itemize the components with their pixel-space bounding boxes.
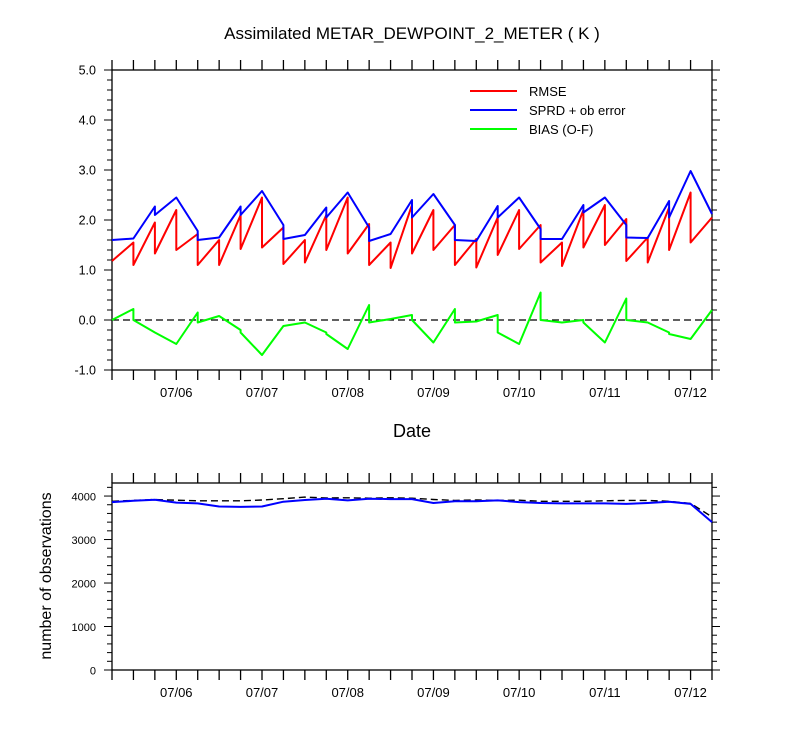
x-tick-label: 07/10 (503, 385, 536, 400)
y-tick-label: 2.0 (79, 214, 96, 228)
y-tick-label: 0.0 (79, 314, 96, 328)
x-tick-label: 07/09 (417, 385, 450, 400)
y-tick-label: 0 (90, 666, 96, 678)
series-line-2 (111, 291, 713, 356)
x-tick-label: 07/08 (331, 685, 364, 700)
top-panel: Assimilated METAR_DEWPOINT_2_METER ( K )… (74, 24, 720, 441)
x-tick-label: 07/07 (246, 685, 279, 700)
x-tick-label: 07/12 (674, 385, 707, 400)
x-axis-label: Date (393, 421, 431, 441)
x-tick-label: 07/08 (331, 385, 364, 400)
y-tick-label: 1000 (72, 622, 96, 634)
x-tick-label: 07/06 (160, 385, 193, 400)
series-line-0 (111, 191, 713, 269)
y-tick-label: 4.0 (79, 114, 96, 128)
y-tick-label: 5.0 (79, 64, 96, 78)
y-tick-label: 3.0 (79, 164, 96, 178)
bottom-panel: number of observations 07/06 07/07 07/08 07… (38, 473, 720, 700)
x-tick-label: 07/11 (589, 685, 621, 700)
y-tick-label: 1.0 (79, 264, 96, 278)
x-tick-label: 07/10 (503, 685, 536, 700)
series-line-1 (111, 170, 713, 242)
x-tick-label: 07/06 (160, 685, 193, 700)
y-tick-label: -1.0 (74, 364, 96, 378)
y-tick-label: 2000 (72, 579, 96, 591)
legend-label: BIAS (O-F) (529, 122, 593, 137)
legend-label: SPRD + ob error (529, 103, 626, 118)
x-tick-label: 07/09 (417, 685, 450, 700)
plot-frame (111, 482, 713, 671)
x-tick-label: 07/12 (674, 685, 707, 700)
y-tick-label: 4000 (72, 492, 96, 504)
legend-label: RMSE (529, 84, 567, 99)
chart-title: Assimilated METAR_DEWPOINT_2_METER ( K ) (224, 24, 600, 43)
x-tick-label: 07/07 (246, 385, 279, 400)
series-line-1 (111, 497, 713, 523)
x-tick-label: 07/11 (589, 385, 621, 400)
y-axis-label: number of observations (38, 492, 55, 659)
y-tick-label: 3000 (72, 535, 96, 547)
